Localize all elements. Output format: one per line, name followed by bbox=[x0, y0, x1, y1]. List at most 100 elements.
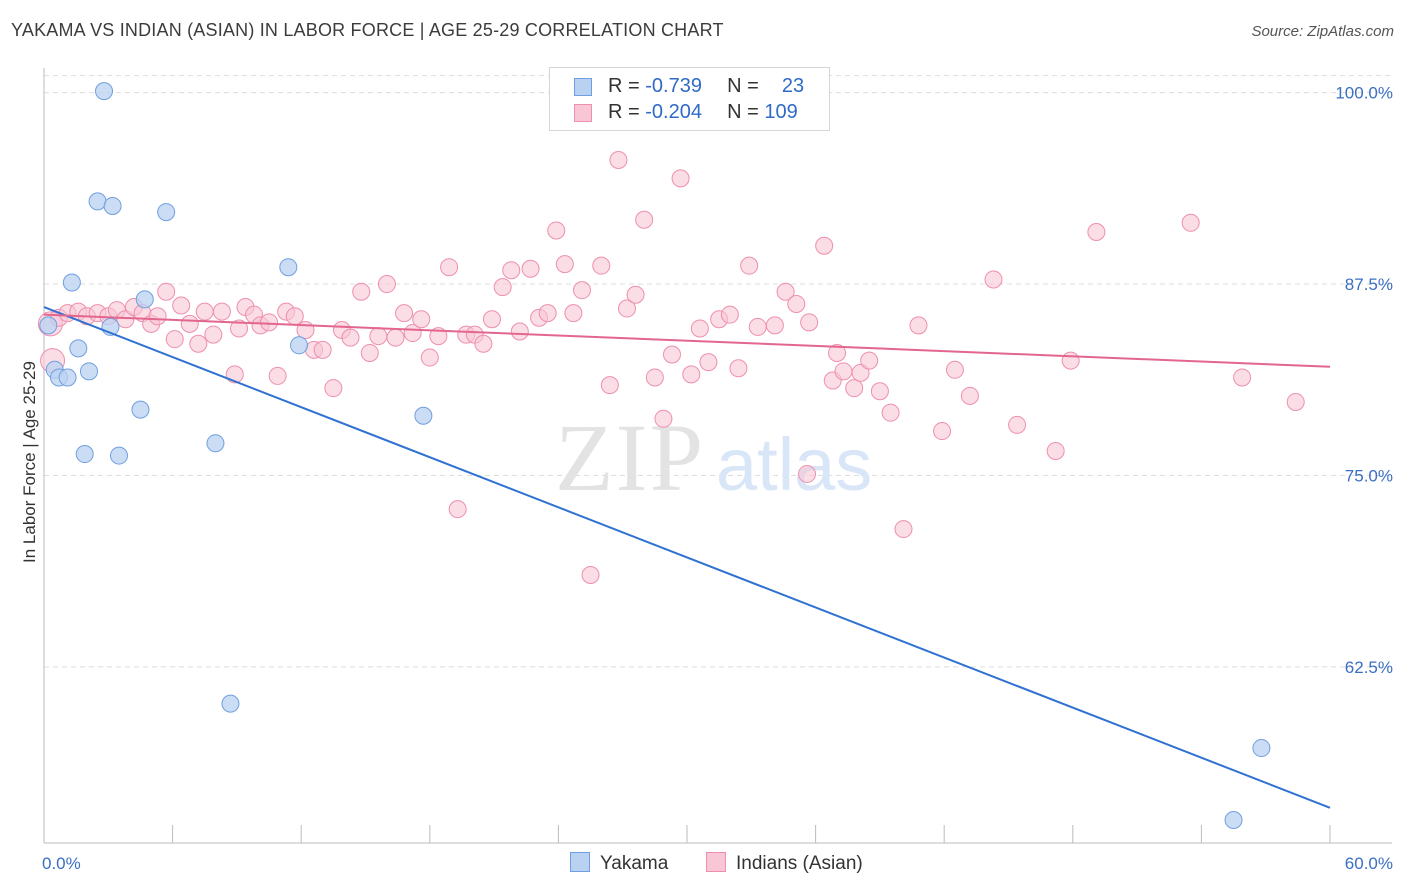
indian-asian-point bbox=[448, 500, 467, 519]
yakama-legend-label: Yakama bbox=[600, 853, 669, 874]
indian-asian-point bbox=[699, 353, 718, 372]
indian-asian-point bbox=[845, 379, 864, 398]
indian-asian-point bbox=[1008, 415, 1027, 434]
indian-asian-point bbox=[635, 210, 654, 229]
indian-asian-point bbox=[617, 299, 636, 318]
indian-asian-point bbox=[870, 382, 889, 401]
indian-asian-point bbox=[828, 343, 847, 362]
indian-asian-point bbox=[851, 363, 870, 382]
indian-asian-point bbox=[581, 566, 600, 585]
yakama-point bbox=[1252, 739, 1271, 758]
indian-asian-point bbox=[386, 328, 405, 347]
yakama-point bbox=[131, 400, 150, 419]
indian-asian-point bbox=[1061, 351, 1080, 370]
indian-asian-point bbox=[212, 302, 231, 321]
legend-n-value: 23 bbox=[781, 75, 805, 97]
indian-asian-point bbox=[894, 520, 913, 539]
legend-r-label: R = bbox=[608, 101, 640, 123]
indian-asian-trend-line bbox=[43, 313, 1331, 368]
indian-asian-point bbox=[690, 319, 709, 338]
gridlines bbox=[44, 75, 1392, 668]
bottom-legend-yakama: Yakama bbox=[570, 852, 668, 876]
yakama-point bbox=[1224, 811, 1243, 830]
indian-asian-point bbox=[720, 305, 739, 324]
indian-asian-point bbox=[341, 328, 360, 347]
indian-asian-point bbox=[189, 334, 208, 353]
yakama-point bbox=[80, 362, 99, 381]
indian-asian-point bbox=[165, 330, 184, 349]
yakama-point bbox=[206, 434, 225, 453]
indian-asian-point bbox=[860, 351, 879, 370]
x-tick-label: 0.0% bbox=[42, 854, 81, 873]
indian-asian-point bbox=[195, 302, 214, 321]
yakama-point bbox=[414, 406, 433, 425]
indian-asian-point bbox=[1286, 392, 1305, 411]
indian-asian-point bbox=[352, 282, 371, 301]
indian-asian-point bbox=[1181, 213, 1200, 232]
stats-legend: R = -0.739 N = 23 R = -0.204 N = 109 bbox=[549, 67, 830, 131]
yakama-point bbox=[88, 192, 107, 211]
indian-asian-point bbox=[555, 255, 574, 274]
indian-asian-point bbox=[1087, 222, 1106, 241]
indian-asian-point bbox=[369, 327, 388, 346]
indian-asian-point bbox=[984, 270, 1003, 289]
indian-asian-points bbox=[37, 151, 1305, 585]
legend-r-value: -0.204 bbox=[645, 101, 702, 123]
yakama-legend-swatch bbox=[570, 852, 590, 872]
yakama-point bbox=[58, 368, 77, 387]
indian-asian-point bbox=[787, 294, 806, 313]
indian-asian-point bbox=[609, 151, 628, 170]
indian-asian-point bbox=[377, 275, 396, 294]
yakama-point bbox=[62, 273, 81, 292]
indian-asian-point bbox=[662, 345, 681, 364]
indian-asian-point bbox=[815, 236, 834, 255]
indian-asian-point bbox=[671, 169, 690, 188]
indian-asian-point bbox=[547, 221, 566, 240]
indian-asian-point bbox=[800, 313, 819, 332]
indian-asian-point bbox=[360, 343, 379, 362]
indian-asian-point bbox=[645, 368, 664, 387]
indian-asian-point bbox=[776, 282, 795, 301]
indian-asian-point bbox=[420, 348, 439, 367]
indian-asian-point bbox=[881, 403, 900, 422]
yakama-point bbox=[279, 258, 298, 277]
indian-asian-point bbox=[285, 307, 304, 326]
indian-asian-point bbox=[592, 256, 611, 275]
indian-asian-point bbox=[395, 304, 414, 323]
yakama-trend-line bbox=[43, 306, 1331, 809]
legend-n-label: N = bbox=[727, 101, 759, 123]
tick-labels: 100.0% 87.5% 75.0% 62.5% 0.0% 60.0% bbox=[42, 84, 1393, 873]
indian-asian-point bbox=[682, 365, 701, 384]
indian-asian-point bbox=[440, 258, 459, 277]
indian-asian-point bbox=[564, 304, 583, 323]
indian-asian-point bbox=[180, 314, 199, 333]
y-tick-label: 62.5% bbox=[1345, 658, 1393, 677]
yakama-point bbox=[39, 316, 58, 335]
indian-asian-point bbox=[260, 313, 279, 332]
y-tick-label: 75.0% bbox=[1345, 466, 1393, 485]
indian-asian-point bbox=[834, 362, 853, 381]
axes bbox=[43, 68, 1392, 844]
indian-asian-point bbox=[572, 281, 591, 300]
indian-asian-point bbox=[1046, 441, 1065, 460]
watermark-zip: ZIP bbox=[555, 404, 705, 511]
watermark-atlas: atlas bbox=[716, 423, 872, 506]
indian-asian-point bbox=[313, 340, 332, 359]
indian-asian-point bbox=[740, 256, 759, 275]
indian-legend-swatch bbox=[706, 852, 726, 872]
yakama-point bbox=[110, 446, 129, 465]
y-tick-label: 100.0% bbox=[1335, 84, 1393, 103]
indian-asian-point bbox=[729, 359, 748, 378]
indian-asian-point bbox=[230, 319, 249, 338]
yakama-point bbox=[75, 445, 94, 464]
yakama-swatch bbox=[574, 78, 592, 96]
indian-asian-point bbox=[626, 285, 645, 304]
indian-asian-point bbox=[204, 325, 223, 344]
legend-r-label: R = bbox=[608, 75, 640, 97]
indian-asian-point bbox=[148, 307, 167, 326]
legend-n-value: 109 bbox=[764, 101, 798, 123]
indian-legend-label: Indians (Asian) bbox=[736, 853, 863, 874]
yakama-point bbox=[95, 82, 114, 101]
indian-asian-point bbox=[412, 310, 431, 329]
